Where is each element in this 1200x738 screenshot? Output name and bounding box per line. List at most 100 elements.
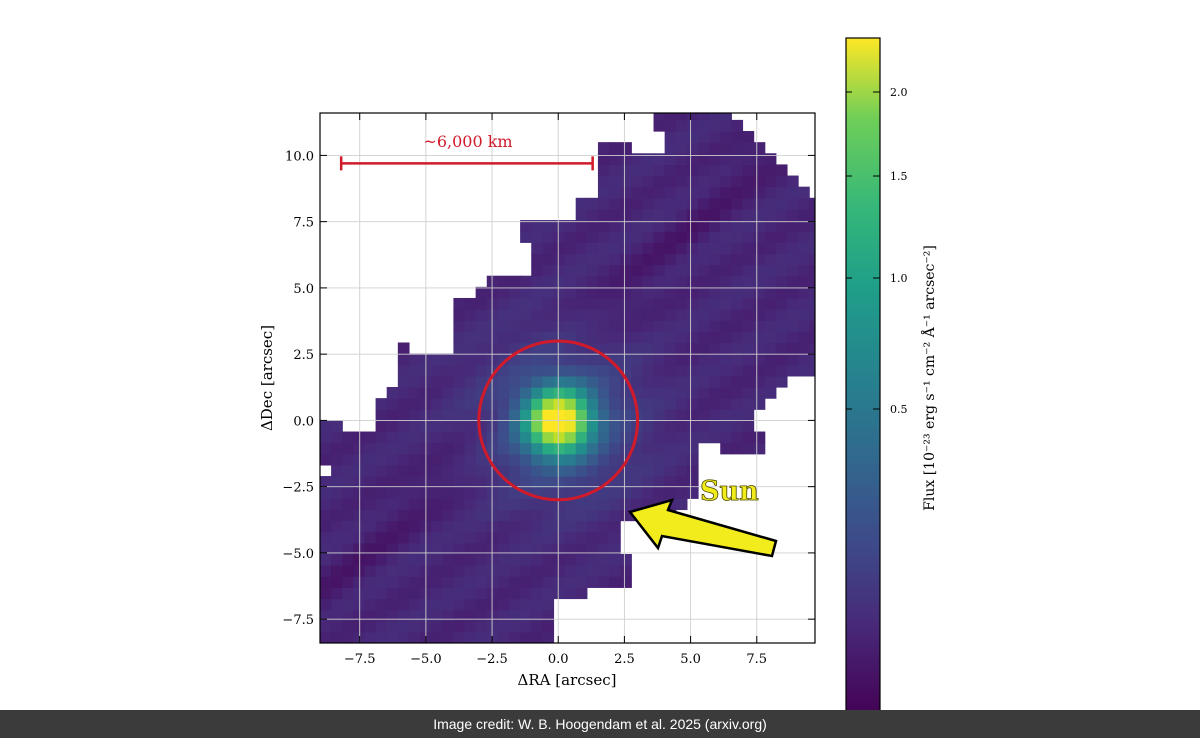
heatmap-pixel [709,286,721,299]
heatmap-pixel [764,353,777,366]
heatmap-pixel [353,453,366,466]
heatmap-pixel [475,387,488,399]
heatmap-pixel [364,631,377,643]
heatmap-pixel [686,464,699,477]
heatmap-pixel [453,453,466,466]
heatmap-pixel [686,113,699,121]
heatmap-pixel [342,631,354,643]
heatmap-pixel [453,565,466,577]
heatmap-pixel [775,242,788,255]
heatmap-pixel [775,264,788,277]
heatmap-pixel [597,242,610,255]
heatmap-pixel [453,375,466,388]
heatmap-pixel [742,253,755,266]
heatmap-pixel [609,453,621,466]
heatmap-pixel [731,253,744,266]
heatmap-pixel [553,253,566,266]
heatmap-pixel [442,620,455,633]
heatmap-pixel [586,442,599,455]
heatmap-pixel [742,297,755,310]
heatmap-pixel [442,542,455,555]
heatmap-pixel [520,320,532,332]
heatmap-pixel [520,498,532,511]
heatmap-pixel [764,387,777,399]
heatmap-pixel [753,309,766,321]
heatmap-pixel [798,353,810,366]
heatmap-pixel [653,297,666,310]
heatmap-pixel [586,409,599,421]
heatmap-pixel [497,409,510,421]
heatmap-pixel [542,420,555,433]
heatmap-pixel [542,498,555,511]
heatmap-pixel [442,520,455,533]
heatmap-pixel [453,553,466,566]
heatmap-pixel [553,509,566,522]
heatmap-pixel [631,208,644,221]
heatmap-pixel [720,431,732,444]
heatmap-pixel [497,587,510,600]
heatmap-pixel [698,131,710,143]
heatmap-pixel [542,375,555,388]
heatmap-pixel [620,364,632,377]
heatmap-pixel [764,186,777,199]
heatmap-pixel [531,587,543,600]
heatmap-pixel [408,531,421,544]
heatmap-pixel [475,320,488,332]
heatmap-pixel [564,453,577,466]
heatmap-pixel [720,220,732,232]
heatmap-pixel [575,253,588,266]
heatmap-pixel [542,553,555,566]
heatmap-pixel [375,509,388,522]
heatmap-pixel [431,420,443,433]
heatmap-pixel [786,309,799,321]
heatmap-pixel [609,542,621,555]
heatmap-pixel [753,286,766,299]
heatmap-pixel [531,442,543,455]
heatmap-pixel [386,553,399,566]
heatmap-pixel [720,208,732,221]
heatmap-pixel [597,220,610,232]
heatmap-pixel [464,565,477,577]
heatmap-pixel [786,353,799,366]
heatmap-pixel [675,186,688,199]
heatmap-pixel [397,464,410,477]
heatmap-pixel [753,142,766,154]
heatmap-pixel [609,487,621,499]
heatmap-pixel [586,464,599,477]
heatmap-pixel [709,331,721,344]
heatmap-pixel [586,220,599,232]
heatmap-pixel [620,320,632,332]
heatmap-pixel [720,353,732,366]
heatmap-pixel [642,275,655,288]
heatmap-pixel [486,387,499,399]
heatmap-pixel [742,264,755,277]
heatmap-pixel [709,186,721,199]
heatmap-pixel [786,286,799,299]
heatmap-pixel [531,375,543,388]
heatmap-pixel [753,220,766,232]
heatmap-pixel [653,398,666,410]
heatmap-pixel [331,442,343,455]
heatmap-pixel [464,631,477,643]
heatmap-pixel [464,364,477,377]
heatmap-pixel [675,498,688,511]
heatmap-pixel [609,153,621,166]
heatmap-pixel [520,297,532,310]
heatmap-pixel [664,253,677,266]
heatmap-pixel [597,431,610,444]
heatmap-pixel [742,387,755,399]
heatmap-pixel [653,342,666,355]
heatmap-pixel [597,553,610,566]
arrow-icon [627,498,778,558]
heatmap-pixel [620,387,632,399]
heatmap-pixel [709,264,721,277]
heatmap-pixel [653,186,666,199]
heatmap-pixel [364,498,377,511]
heatmap-pixel [664,164,677,177]
heatmap-pixel [709,364,721,377]
heatmap-pixel [753,387,766,399]
heatmap-pixel [564,286,577,299]
heatmap-pixel [809,208,815,221]
heatmap-pixel [386,598,399,611]
heatmap-pixel [631,197,644,210]
